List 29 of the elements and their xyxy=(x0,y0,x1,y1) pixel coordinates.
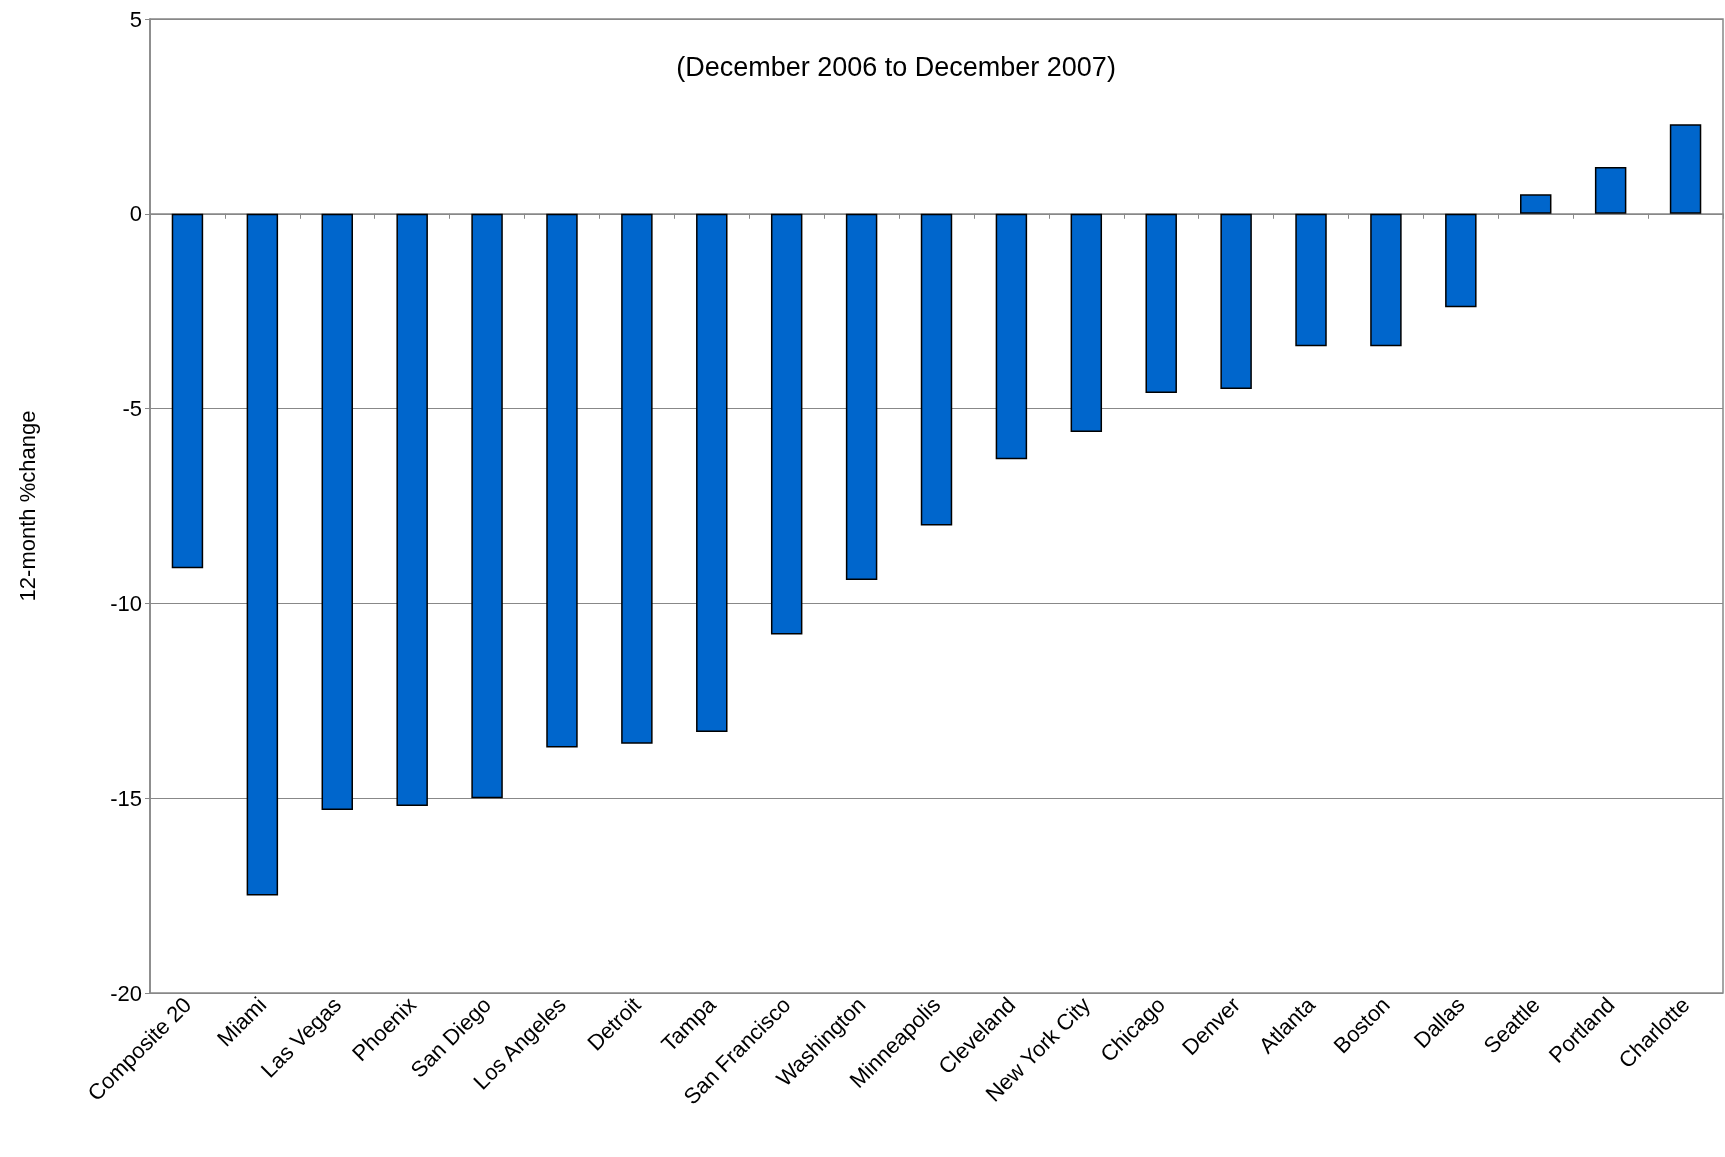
bar xyxy=(246,213,279,896)
bar xyxy=(1295,213,1327,347)
bar xyxy=(321,213,353,810)
bar xyxy=(171,213,204,569)
text: (December 2006 to December 2007) xyxy=(676,51,1116,82)
bar xyxy=(696,213,728,732)
bar xyxy=(546,213,578,748)
bar xyxy=(995,213,1028,460)
bar xyxy=(1520,194,1552,214)
bar xyxy=(396,213,428,806)
y-tick-label: -10 xyxy=(110,590,142,616)
bar xyxy=(471,213,503,799)
bar xyxy=(1370,213,1402,347)
bar xyxy=(1594,167,1627,214)
bar xyxy=(1445,213,1477,308)
bar xyxy=(621,213,653,744)
bar xyxy=(1145,213,1177,394)
bar xyxy=(1070,213,1103,432)
bar xyxy=(1220,213,1252,390)
bar xyxy=(845,213,878,581)
y-tick-label: -15 xyxy=(110,785,142,811)
y-tick-label: 0 xyxy=(129,201,142,227)
y-tick-label: -20 xyxy=(110,980,142,1006)
y-tick-label: -5 xyxy=(122,396,142,422)
y-tick-label: 5 xyxy=(129,6,142,32)
bar xyxy=(770,213,803,635)
bar xyxy=(920,213,953,526)
y-axis-title: 12-month %change xyxy=(14,410,40,602)
bar xyxy=(1669,124,1702,214)
